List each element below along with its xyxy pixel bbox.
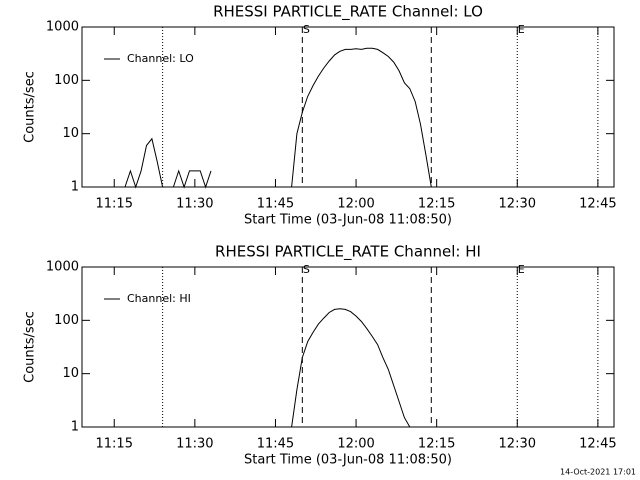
legend-label: Channel: HI (127, 292, 191, 305)
data-line (291, 308, 411, 428)
chart-title: RHESSI PARTICLE_RATE Channel: LO (213, 3, 483, 22)
data-line (291, 47, 432, 188)
marker-label: E (518, 23, 525, 36)
plot-frame (81, 266, 615, 428)
x-tick-label: 12:30 (499, 197, 536, 212)
x-tick-label: 12:00 (337, 197, 374, 212)
marker-label: E (518, 263, 525, 276)
y-axis-label: Counts/sec (23, 71, 38, 143)
y-axis-label: Counts/sec (23, 311, 38, 383)
x-tick-label: 12:15 (418, 197, 455, 212)
x-tick-label: 12:30 (499, 437, 536, 452)
y-tick-label: 100 (54, 313, 79, 328)
data-line (124, 137, 164, 189)
timestamp: 14-Oct-2021 17:01 (560, 468, 636, 477)
y-tick-label: 1000 (46, 20, 79, 35)
y-tick-label: 1 (71, 420, 79, 435)
y-tick-label: 100 (54, 73, 79, 88)
y-tick-label: 10 (62, 366, 79, 381)
marker-label: S (303, 263, 310, 276)
y-tick-label: 1 (71, 180, 79, 195)
x-tick-label: 11:30 (176, 437, 213, 452)
x-tick-label: 12:45 (579, 197, 616, 212)
plot-frame (81, 26, 615, 188)
chart-title: RHESSI PARTICLE_RATE Channel: HI (215, 243, 481, 262)
x-axis-label: Start Time (03-Jun-08 11:08:50) (244, 213, 452, 228)
data-line (172, 169, 212, 189)
x-tick-label: 11:30 (176, 197, 213, 212)
x-tick-label: 12:45 (579, 437, 616, 452)
marker-label: S (303, 23, 310, 36)
legend-label: Channel: LO (127, 52, 194, 65)
x-tick-label: 11:15 (96, 197, 133, 212)
y-tick-label: 1000 (46, 260, 79, 275)
x-tick-label: 12:00 (337, 437, 374, 452)
x-tick-label: 12:15 (418, 437, 455, 452)
x-tick-label: 11:15 (96, 437, 133, 452)
x-axis-label: Start Time (03-Jun-08 11:08:50) (244, 453, 452, 468)
y-tick-label: 10 (62, 126, 79, 141)
x-tick-label: 11:45 (257, 437, 294, 452)
x-tick-label: 11:45 (257, 197, 294, 212)
